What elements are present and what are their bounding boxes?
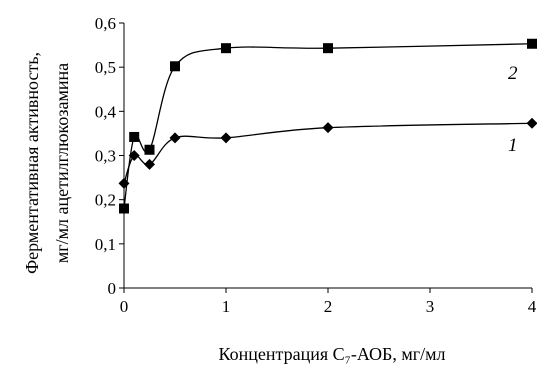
data-point-square <box>170 61 180 72</box>
x-tick-label: 1 <box>222 297 231 316</box>
y-tick-label: 0,3 <box>95 147 116 166</box>
tick-labels: 0 0,1 0,2 0,3 0,4 0,5 0,6 0 1 2 3 4 <box>95 14 537 316</box>
data-point-square <box>323 43 333 54</box>
x-tick-label: 4 <box>528 297 537 316</box>
x-tick-label: 3 <box>426 297 435 316</box>
y-axis-title-line2: мг/мл ацетилглюкозамина <box>52 63 72 263</box>
data-point-diamond <box>322 122 334 134</box>
data-point-diamond <box>118 177 130 189</box>
data-point-diamond <box>169 132 181 144</box>
y-axis-title-line1: Ферментативная активность, <box>22 52 42 274</box>
series-label-2: 2 <box>508 63 518 84</box>
data-point-square <box>221 43 231 54</box>
data-markers <box>118 38 537 214</box>
y-tick-label: 0,5 <box>95 58 116 77</box>
data-point-square <box>129 131 140 142</box>
y-tick-label: 0,2 <box>95 191 116 210</box>
y-tick-label: 0,6 <box>95 14 116 33</box>
tick-marks <box>119 22 533 293</box>
data-point-diamond <box>144 158 155 170</box>
data-point-diamond <box>220 132 232 144</box>
data-point-square <box>144 144 155 155</box>
x-tick-label: 2 <box>324 297 333 316</box>
y-tick-label: 0 <box>108 279 117 298</box>
y-tick-label: 0,1 <box>95 235 116 254</box>
axes <box>123 23 532 289</box>
series-label-1: 1 <box>508 135 518 156</box>
data-point-square <box>119 203 129 214</box>
data-point-square <box>527 38 537 49</box>
data-point-diamond <box>128 150 140 161</box>
x-axis-title: Концентрация С₇-АОБ, мг/мл <box>219 344 446 364</box>
y-tick-label: 0,4 <box>95 102 117 121</box>
data-point-diamond <box>526 117 537 129</box>
x-tick-label: 0 <box>120 297 129 316</box>
